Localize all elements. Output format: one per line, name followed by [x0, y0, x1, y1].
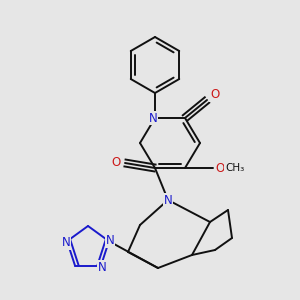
Text: N: N — [148, 112, 158, 124]
Text: N: N — [164, 194, 172, 206]
Text: O: O — [215, 161, 224, 175]
Text: O: O — [111, 157, 121, 169]
Text: O: O — [210, 88, 220, 101]
Text: N: N — [98, 261, 106, 274]
Text: N: N — [62, 236, 70, 249]
Text: CH₃: CH₃ — [225, 163, 244, 173]
Text: N: N — [106, 234, 114, 247]
